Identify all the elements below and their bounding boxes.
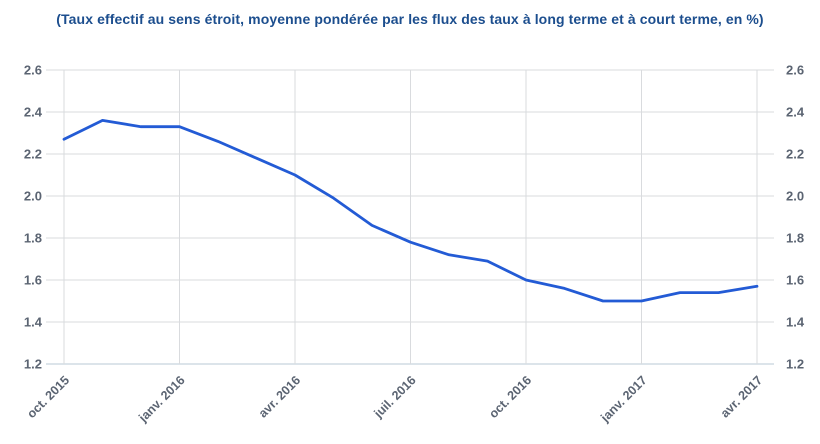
x-tick-label: oct. 2016 [486, 373, 534, 421]
y-tick-label-left: 2.2 [24, 147, 42, 162]
x-tick-label: avr. 2017 [718, 373, 765, 420]
x-tick-label: avr. 2016 [256, 373, 303, 420]
x-tick-label: janv. 2017 [597, 373, 649, 425]
y-tick-label-left: 1.4 [24, 315, 43, 330]
x-tick-label: janv. 2016 [135, 373, 187, 425]
y-tick-label-right: 1.8 [786, 231, 804, 246]
y-tick-label-right: 2.4 [786, 105, 805, 120]
y-tick-label-right: 1.2 [786, 357, 804, 372]
y-tick-label-right: 1.4 [786, 315, 805, 330]
y-tick-label-left: 2.4 [24, 105, 43, 120]
y-tick-label-right: 2.2 [786, 147, 804, 162]
y-tick-label-left: 2.0 [24, 189, 42, 204]
x-tick-label: juil. 2016 [371, 373, 419, 421]
x-tick-label: oct. 2015 [24, 373, 72, 421]
y-tick-label-left: 2.6 [24, 63, 42, 78]
y-tick-label-right: 1.6 [786, 273, 804, 288]
y-tick-label-right: 2.0 [786, 189, 804, 204]
data-series-line [62, 119, 759, 303]
chart-title: (Taux effectif au sens étroit, moyenne p… [56, 11, 764, 27]
y-tick-label-right: 2.6 [786, 63, 804, 78]
y-tick-label-left: 1.8 [24, 231, 42, 246]
y-tick-label-left: 1.6 [24, 273, 42, 288]
y-tick-label-left: 1.2 [24, 357, 42, 372]
